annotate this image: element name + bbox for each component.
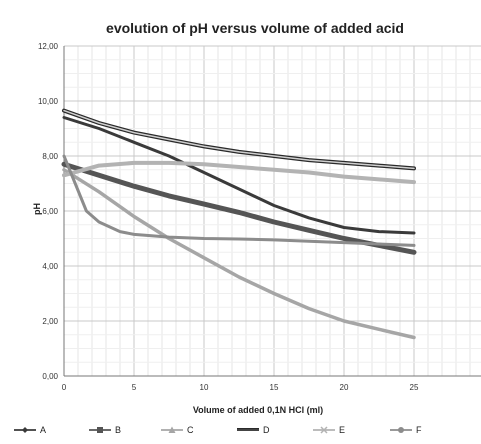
legend-item-B: B (89, 425, 121, 435)
legend-item-D: D (237, 425, 270, 435)
legend-item-E: E (313, 425, 345, 435)
y-tick-label: 0,00 (42, 372, 58, 381)
legend: A B C D E F (14, 425, 422, 435)
x-tick-label: 10 (200, 383, 209, 392)
y-tick-label: 2,00 (42, 317, 58, 326)
x-tick-label: 5 (132, 383, 137, 392)
legend-label-F: F (416, 425, 422, 435)
x-tick-label: 15 (270, 383, 279, 392)
x-tick-label: 20 (340, 383, 349, 392)
y-tick-label: 12,00 (38, 42, 59, 51)
legend-marker-B (97, 427, 103, 433)
legend-marker-E (320, 426, 328, 434)
x-tick-label: 25 (410, 383, 419, 392)
legend-label-E: E (339, 425, 345, 435)
ticks-layer: 051015202530,002,004,006,008,0010,0012,0… (38, 42, 419, 392)
chart-title: evolution of pH versus volume of added a… (106, 20, 404, 36)
series-line-F (62, 154, 416, 247)
legend-item-A: A (14, 425, 46, 435)
y-tick-label: 10,00 (38, 97, 59, 106)
y-axis-label: pH (32, 203, 42, 215)
legend-marker-A (22, 427, 28, 433)
legend-label-D: D (263, 425, 270, 435)
y-tick-label: 8,00 (42, 152, 58, 161)
series-line-B (61, 161, 417, 255)
series-line-A (62, 116, 416, 235)
legend-item-F: F (390, 425, 422, 435)
series-line-E (62, 160, 416, 185)
x-axis-label: Volume of added 0,1N HCl (ml) (193, 405, 323, 415)
y-tick-label: 4,00 (42, 262, 58, 271)
series-line-D-inner (63, 109, 415, 170)
legend-label-B: B (115, 425, 121, 435)
x-tick-label: 0 (62, 383, 67, 392)
legend-label-C: C (187, 425, 194, 435)
series-layer (61, 108, 417, 340)
legend-label-A: A (40, 425, 46, 435)
y-tick-label: 6,00 (42, 207, 58, 216)
legend-marker-C (168, 426, 176, 433)
legend-item-C: C (161, 425, 194, 435)
legend-marker-F (398, 427, 404, 433)
series-line-C (62, 168, 416, 340)
